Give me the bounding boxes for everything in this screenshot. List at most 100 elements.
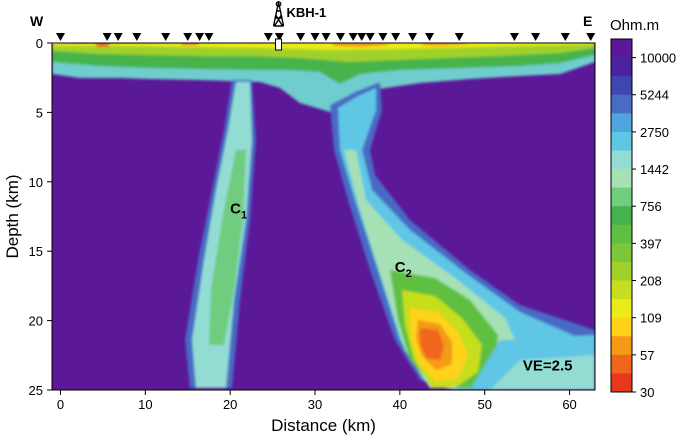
surface-patch-orange-3 [95, 43, 110, 47]
y-tick-label: 20 [29, 314, 43, 329]
annotation-text: C [230, 201, 241, 218]
colorbar-swatch [611, 169, 632, 189]
colorbar-tick-label: 397 [640, 236, 662, 251]
colorbar-swatch [611, 261, 632, 282]
stations [55, 33, 596, 41]
x-tick-label: 60 [562, 397, 576, 412]
x-tick-label: 0 [57, 397, 64, 412]
colorbar-tick-label: 2750 [640, 125, 669, 140]
colorbar-tick-label: 756 [640, 199, 662, 214]
station-triangle [183, 33, 193, 41]
station-triangle [365, 33, 375, 41]
station-triangle [55, 33, 65, 41]
c2-red [420, 328, 444, 360]
station-triangle [161, 33, 171, 41]
annotation-subscript: 2 [406, 268, 412, 280]
y-axis-label: Depth (km) [3, 174, 22, 258]
x-tick-label: 40 [393, 397, 407, 412]
colorbar-swatch [611, 94, 632, 114]
west-label: W [30, 13, 44, 29]
station-triangle [113, 33, 123, 41]
surface-patch-orange-1 [331, 43, 390, 47]
y-tick-label: 15 [29, 244, 43, 259]
well-label: KBH-1 [287, 5, 327, 20]
conductor-c1-core [209, 150, 246, 345]
station-triangle [321, 33, 331, 41]
colorbar-frame [610, 38, 633, 393]
colorbar-swatch [611, 206, 632, 226]
annotation-subscript: 1 [241, 210, 247, 222]
y-tick-label: 10 [29, 175, 43, 190]
bottom-right-cyan [490, 355, 595, 390]
colorbar-title: Ohm.m [610, 17, 659, 34]
station-triangle [454, 33, 464, 41]
station-triangle [310, 33, 320, 41]
east-label: E [583, 13, 592, 29]
annotation-text: VE=2.5 [523, 358, 573, 375]
colorbar-swatch [611, 336, 632, 356]
derrick-icon [272, 1, 285, 51]
colorbar-tick-label: 57 [640, 348, 654, 363]
colorbar-swatch [611, 39, 632, 59]
annotation-label: C1 [230, 201, 247, 222]
colorbar-swatch [611, 187, 632, 207]
colorbar-swatch [611, 57, 632, 77]
x-axis-label: Distance (km) [271, 416, 376, 435]
air-above-topography [52, 43, 102, 44]
station-triangle [348, 33, 358, 41]
station-triangle [204, 33, 214, 41]
station-triangle [195, 33, 205, 41]
station-triangle [357, 33, 367, 41]
station-triangle [274, 33, 284, 41]
station-triangle [425, 33, 435, 41]
colorbar-tick-label: 30 [640, 385, 654, 400]
colorbar-swatch [611, 113, 632, 133]
colorbar-swatch [611, 299, 632, 319]
y-tick-label: 5 [36, 105, 43, 120]
well-kbh-1: KBH-1 [272, 1, 327, 51]
y-tick-label: 0 [36, 36, 43, 51]
annotation-label: VE=2.5 [523, 358, 573, 375]
colorbar-swatch [611, 373, 632, 393]
colorbar: Ohm.m 10000 5244 2750 1442 756 397 208 109 57 30 [610, 17, 676, 400]
station-triangle [296, 33, 306, 41]
plot-area [52, 43, 595, 390]
y-tick-label: 25 [29, 383, 43, 398]
colorbar-swatch [611, 224, 632, 244]
plot-frame [51, 42, 596, 391]
annotation-text: C [395, 259, 406, 276]
station-triangle [509, 33, 519, 41]
colorbar-tick-label: 5244 [640, 88, 669, 103]
station-triangle [102, 33, 112, 41]
colorbar-tick-label: 208 [640, 274, 662, 289]
station-triangle [335, 33, 345, 41]
surface-patch-orange-2 [421, 43, 468, 46]
colorbar-swatch [611, 243, 632, 263]
station-triangle [132, 33, 142, 41]
station-triangle [560, 33, 570, 41]
x-tick-label: 30 [308, 397, 322, 412]
x-tick-label: 50 [477, 397, 491, 412]
well-marker [275, 38, 283, 51]
colorbar-swatch [611, 76, 632, 96]
station-triangle [263, 33, 273, 41]
station-triangle [586, 33, 596, 41]
station-triangle [408, 33, 418, 41]
derrick-crown [275, 1, 282, 7]
colorbar-swatch [611, 354, 632, 374]
station-triangle [378, 33, 388, 41]
colorbar-tick-label: 10000 [640, 51, 676, 66]
x-tick-label: 10 [138, 397, 152, 412]
colorbar-swatch [611, 131, 632, 151]
colorbar-swatch [611, 150, 632, 170]
colorbar-swatch [611, 280, 632, 300]
annotation-label: C2 [395, 259, 412, 280]
surface-layer-green [52, 43, 595, 62]
derrick-frame [272, 1, 285, 27]
axes: 0 10 20 30 40 50 60 0 5 10 15 20 25 Distance (km) Dept… [3, 13, 592, 435]
colorbar-tick-label: 1442 [640, 162, 669, 177]
colorbar-swatch [611, 317, 632, 337]
